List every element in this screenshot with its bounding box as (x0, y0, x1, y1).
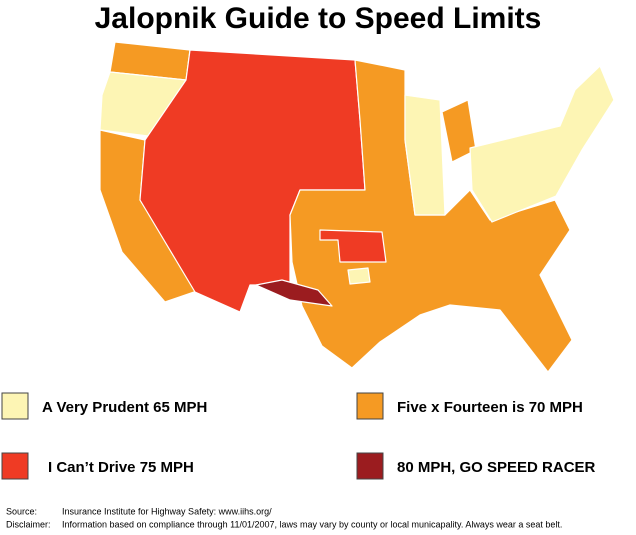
legend: A Very Prudent 65 MPH Five x Fourteen is … (1, 392, 596, 480)
legend-label: I Can’t Drive 75 MPH (48, 459, 194, 476)
region (255, 279, 333, 307)
region (404, 94, 446, 216)
legend-swatch (356, 392, 384, 420)
region (319, 229, 387, 263)
legend-swatch (1, 452, 29, 480)
source-text: Insurance Institute for Highway Safety: … (62, 506, 272, 516)
legend-swatch (356, 452, 384, 480)
title: Jalopnik Guide to Speed Limits (95, 2, 542, 35)
region (347, 267, 371, 285)
source-label: Source: (6, 506, 37, 516)
legend-label: A Very Prudent 65 MPH (42, 399, 207, 416)
disclaimer-text: Information based on compliance through … (62, 519, 562, 529)
legend-label: Five x Fourteen is 70 MPH (397, 399, 583, 416)
legend-label: 80 MPH, GO SPEED RACER (397, 459, 596, 476)
region (469, 65, 615, 223)
legend-swatch (1, 392, 29, 420)
disclaimer-label: Disclaimer: (6, 519, 51, 529)
us-map (99, 41, 615, 373)
